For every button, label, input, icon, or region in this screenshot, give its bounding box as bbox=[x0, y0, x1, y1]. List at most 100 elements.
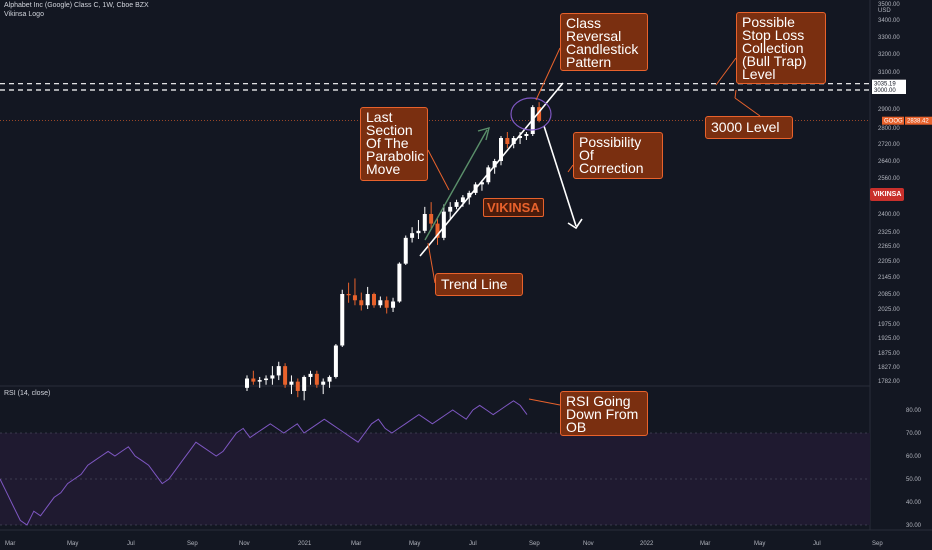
annotation-leader bbox=[734, 97, 761, 117]
y-tick-label: 2900.00 bbox=[878, 107, 900, 113]
x-tick-label: Sep bbox=[529, 541, 540, 547]
annotation-leader bbox=[528, 398, 561, 406]
candle-body bbox=[264, 378, 269, 381]
price-tag-value-bg bbox=[905, 116, 932, 125]
candle-body bbox=[340, 294, 345, 346]
y-tick-label: 2560.00 bbox=[878, 176, 900, 182]
candle-body bbox=[327, 376, 332, 382]
candle-body bbox=[372, 294, 376, 306]
y-tick-label: 2720.00 bbox=[878, 142, 900, 148]
candle-body bbox=[359, 300, 364, 306]
parabolic-arrowhead bbox=[477, 127, 490, 141]
watermark-logo: VIKINSA bbox=[483, 198, 544, 217]
y-tick-label: 3300.00 bbox=[878, 35, 900, 41]
candle-body bbox=[524, 134, 529, 136]
y-tick-label: 3100.00 bbox=[878, 70, 900, 76]
x-tick-label: May bbox=[409, 541, 420, 547]
rsi-tick-label: 80.00 bbox=[906, 408, 922, 414]
y-tick-label: 1875.00 bbox=[878, 351, 900, 357]
candle-body bbox=[308, 373, 313, 377]
correction-arrow bbox=[543, 125, 577, 227]
annotation-leader bbox=[535, 47, 561, 101]
candle-body bbox=[537, 107, 542, 121]
note-correction: Possibility Of Correction bbox=[573, 132, 663, 179]
candle-body bbox=[321, 381, 326, 385]
correction-arrowhead bbox=[567, 218, 583, 230]
candle-body bbox=[454, 202, 459, 207]
candle-body bbox=[270, 375, 275, 379]
candle-body bbox=[378, 300, 383, 306]
x-tick-label: Mar bbox=[351, 541, 361, 547]
candle-body bbox=[302, 376, 307, 391]
y-tick-label: 1925.00 bbox=[878, 336, 900, 342]
candle-body bbox=[486, 167, 491, 183]
rsi-tick-label: 40.00 bbox=[906, 500, 922, 506]
y-tick-label: 1975.00 bbox=[878, 322, 900, 328]
y-tick-label: 2145.00 bbox=[878, 275, 900, 281]
y-tick-label: 2640.00 bbox=[878, 159, 900, 165]
x-tick-label: Jul bbox=[127, 541, 135, 547]
candle-body bbox=[391, 301, 396, 308]
note-reversal: Class Reversal Candlestick Pattern bbox=[560, 13, 648, 71]
price-tag-symbol: GOOG bbox=[884, 119, 903, 125]
side-vikinsa-tag: VIKINSA bbox=[870, 188, 905, 201]
candle-body bbox=[505, 138, 510, 144]
level-tag: 3035.19 bbox=[874, 82, 896, 88]
candle-body bbox=[346, 294, 351, 296]
note-3000-level: 3000 Level bbox=[705, 116, 793, 139]
y-tick-top: 3500.00 bbox=[878, 2, 900, 8]
candle-body bbox=[352, 295, 357, 301]
x-tick-label: Jul bbox=[469, 541, 477, 547]
x-tick-label: Jul bbox=[813, 541, 821, 547]
y-tick-label: 1782.00 bbox=[878, 379, 900, 385]
x-tick-label: Sep bbox=[187, 541, 198, 547]
x-tick-label: Nov bbox=[583, 541, 594, 547]
candle-body bbox=[479, 182, 484, 185]
annotation-leader bbox=[427, 149, 450, 191]
candle-body bbox=[295, 381, 300, 391]
price-tag-value: 2838.42 bbox=[907, 119, 929, 125]
rsi-tick-label: 60.00 bbox=[906, 454, 922, 460]
candle-body bbox=[511, 138, 516, 144]
candle-body bbox=[384, 300, 389, 308]
note-parabolic: Last Section Of The Parabolic Move bbox=[360, 107, 428, 181]
x-tick-label: 2022 bbox=[640, 541, 654, 547]
y-tick-label: 3200.00 bbox=[878, 52, 900, 58]
annotation-leader bbox=[567, 164, 574, 173]
candle-body bbox=[365, 294, 370, 306]
y-tick-label: 2265.00 bbox=[878, 244, 900, 250]
x-tick-label: May bbox=[754, 541, 765, 547]
y-tick-label: 2325.00 bbox=[878, 230, 900, 236]
annotation-leader bbox=[427, 242, 436, 284]
annotation-leader bbox=[734, 89, 737, 99]
candle-body bbox=[283, 366, 288, 385]
y-tick-label: 2085.00 bbox=[878, 292, 900, 298]
candle-body bbox=[251, 378, 256, 382]
x-tick-label: Mar bbox=[700, 541, 710, 547]
candle-body bbox=[289, 381, 294, 385]
x-tick-label: May bbox=[67, 541, 78, 547]
currency-label: USD bbox=[878, 8, 891, 14]
y-tick-label: 2205.00 bbox=[878, 259, 900, 265]
price-tag-symbol-bg bbox=[882, 116, 904, 125]
y-tick-label: 2800.00 bbox=[878, 126, 900, 132]
candle-body bbox=[410, 233, 415, 238]
note-stop-loss: Possible Stop Loss Collection (Bull Trap… bbox=[736, 12, 826, 84]
indicator-label: Vikinsa Logo bbox=[4, 11, 44, 18]
candle-body bbox=[276, 366, 281, 376]
x-tick-label: Sep bbox=[872, 541, 883, 547]
level-tag: 3000.00 bbox=[874, 88, 896, 94]
rsi-tick-label: 30.00 bbox=[906, 523, 922, 529]
note-trend-line: Trend Line bbox=[435, 273, 523, 296]
candle-body bbox=[333, 345, 338, 377]
candle-body bbox=[422, 214, 427, 231]
candle-body bbox=[441, 211, 446, 238]
candle-body bbox=[429, 214, 434, 224]
level-tag-bg bbox=[872, 86, 906, 94]
parabolic-arrow bbox=[424, 129, 488, 241]
rsi-line bbox=[0, 400, 528, 526]
candle-body bbox=[460, 197, 465, 203]
level-tag-bg bbox=[872, 79, 906, 88]
trend-line bbox=[419, 82, 564, 257]
